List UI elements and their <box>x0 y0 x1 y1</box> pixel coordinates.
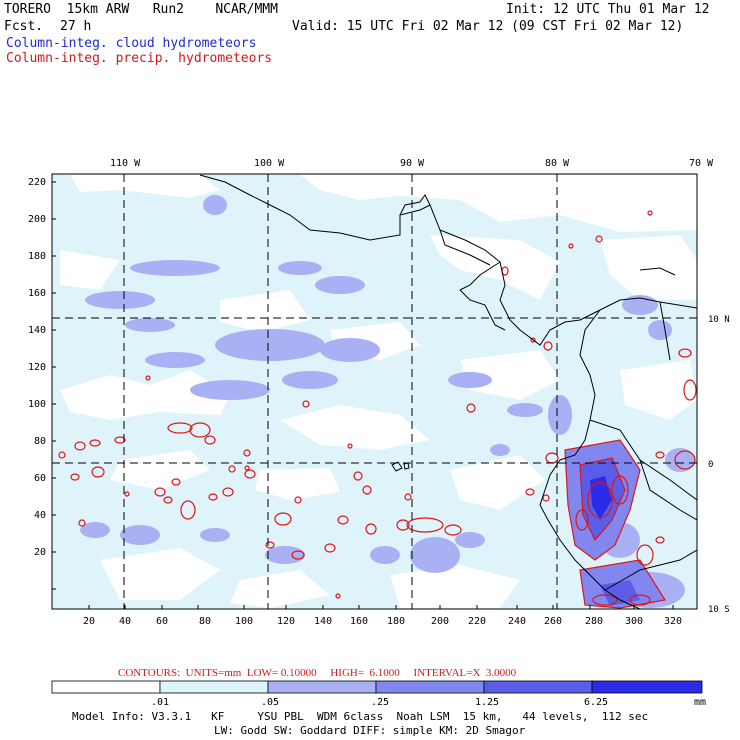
colorbar-label-1.25: 1.25 <box>475 697 500 708</box>
colorbar-label-6.25: 6.25 <box>584 697 609 708</box>
x-tick-280: 280 <box>585 616 603 627</box>
map-plot-area <box>52 174 697 609</box>
x-tick-240: 240 <box>508 616 526 627</box>
y-tick-100: 100 <box>28 399 46 410</box>
colorbar-bin-4 <box>483 680 593 694</box>
x-tick-260: 260 <box>544 616 562 627</box>
contour-info: CONTOURS: UNITS=mm LOW= 0.10000 HIGH= 6.… <box>118 667 517 679</box>
y-tick-140: 140 <box>28 325 46 336</box>
precip-contours <box>58 210 697 609</box>
x-tick-100: 100 <box>235 616 253 627</box>
x-tick-300: 300 <box>625 616 643 627</box>
forecast-hours: 27 h <box>60 19 92 34</box>
lat-lon-grid <box>52 174 697 609</box>
lon-label-90w: 90 W <box>400 158 425 169</box>
model-title: TORERO 15km ARW Run2 NCAR/MMM <box>4 2 278 17</box>
axis-ticks <box>52 181 674 609</box>
colorbar-unit: mm <box>694 697 707 708</box>
lat-label-10s: 10 S <box>708 605 730 615</box>
y-tick-160: 160 <box>28 288 46 299</box>
colorbar-label-0.01: .01 <box>151 697 170 708</box>
x-tick-320: 320 <box>664 616 682 627</box>
model-info: Model Info: V3.3.1 KF YSU PBL WDM 6class… <box>72 710 649 723</box>
forecast-label: Fcst. <box>4 19 44 34</box>
valid-time: Valid: 15 UTC Fri 02 Mar 12 (09 CST Fri … <box>292 19 684 34</box>
coastlines <box>199 174 697 609</box>
map-frame <box>51 173 698 610</box>
y-tick-200: 200 <box>28 214 46 225</box>
colorbar-bin-1 <box>159 680 269 694</box>
x-tick-220: 220 <box>468 616 486 627</box>
x-tick-200: 200 <box>431 616 449 627</box>
x-tick-180: 180 <box>387 616 405 627</box>
lat-label-10n: 10 N <box>708 315 730 325</box>
x-tick-40: 40 <box>119 616 131 627</box>
colorbar <box>51 680 703 694</box>
init-time: Init: 12 UTC Thu 01 Mar 12 <box>506 2 710 17</box>
x-tick-80: 80 <box>199 616 211 627</box>
colorbar-bin-5 <box>591 680 703 694</box>
colorbar-bin-3 <box>375 680 485 694</box>
y-tick-40: 40 <box>34 510 46 521</box>
y-tick-60: 60 <box>34 473 46 484</box>
x-tick-20: 20 <box>83 616 95 627</box>
y-tick-120: 120 <box>28 362 46 373</box>
model-physics: LW: Godd SW: Goddard DIFF: simple KM: 2D… <box>214 724 526 737</box>
clear-sky-patches <box>60 175 697 608</box>
field-cloud-label: Column-integ. cloud hydrometeors <box>6 36 257 51</box>
colorbar-label-0.05: .05 <box>261 697 280 708</box>
x-tick-140: 140 <box>314 616 332 627</box>
lon-label-100w: 100 W <box>254 158 285 169</box>
lon-label-70w: 70 W <box>689 158 714 169</box>
y-tick-80: 80 <box>34 436 46 447</box>
colorbar-label-0.25: .25 <box>371 697 390 708</box>
colorbar-bin-0 <box>51 680 161 694</box>
lon-label-80w: 80 W <box>545 158 570 169</box>
field-precip-label: Column-integ. precip. hydrometeors <box>6 51 273 66</box>
lat-label-0: 0 <box>708 460 713 470</box>
y-tick-180: 180 <box>28 251 46 262</box>
y-tick-220: 220 <box>28 177 46 188</box>
y-tick-20: 20 <box>34 547 46 558</box>
colorbar-bin-2 <box>267 680 377 694</box>
x-tick-120: 120 <box>277 616 295 627</box>
lon-label-110w: 110 W <box>110 158 141 169</box>
x-tick-60: 60 <box>156 616 168 627</box>
x-tick-160: 160 <box>350 616 368 627</box>
